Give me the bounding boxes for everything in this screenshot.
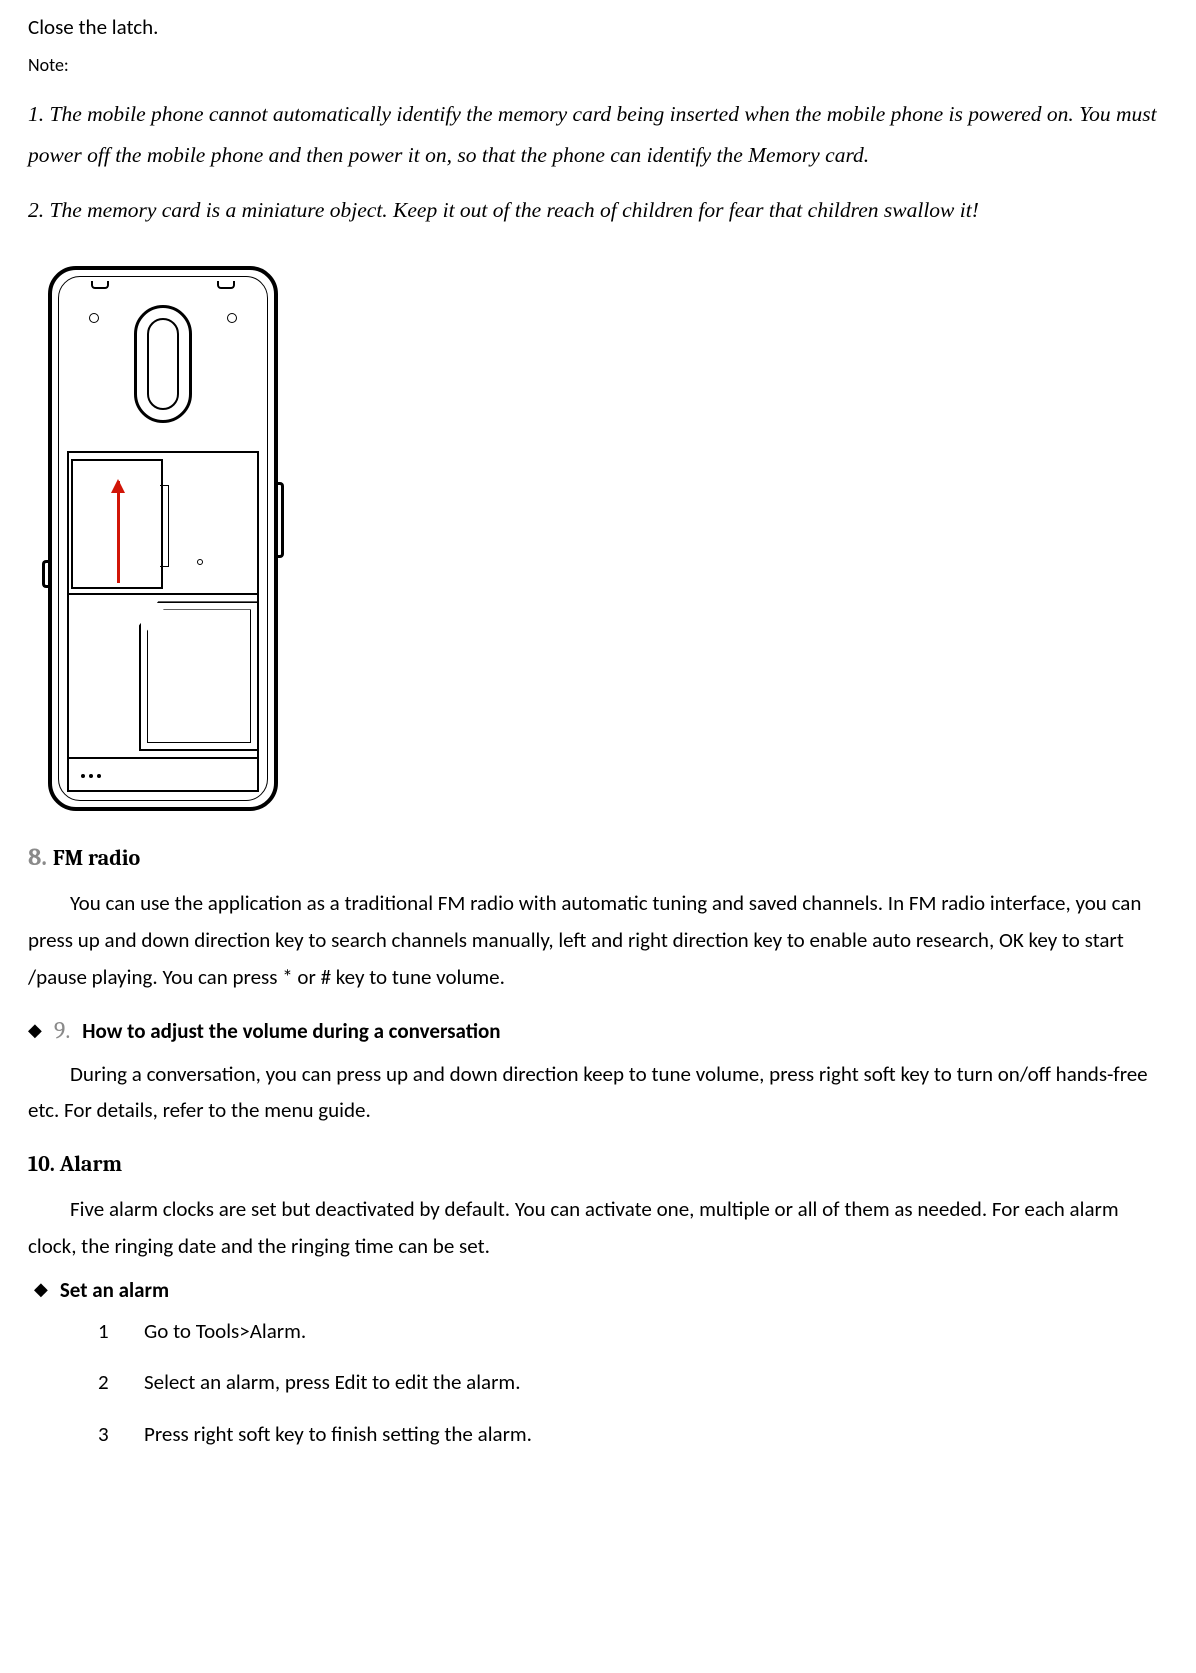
set-alarm-title: Set an alarm (60, 1277, 169, 1303)
note-2: 2. The memory card is a miniature object… (28, 190, 1168, 231)
screw-hole-left (89, 313, 99, 323)
alarm-body: Five alarm clocks are set but deactivate… (28, 1191, 1168, 1265)
note-label: Note: (28, 54, 1168, 76)
diamond-icon: ◆ (28, 1019, 42, 1041)
diamond-icon: ◆ (34, 1278, 48, 1300)
side-notch-right (278, 482, 284, 558)
volume-body: During a conversation, you can press up … (28, 1056, 1168, 1130)
volume-heading: ◆ 9. How to adjust the volume during a c… (28, 1016, 1168, 1044)
divider-2 (67, 757, 259, 759)
list-item: 2 Select an alarm, press Edit to edit th… (98, 1366, 1168, 1400)
step-text: Go to Tools>Alarm. (144, 1315, 306, 1349)
fm-body: You can use the application as a traditi… (28, 885, 1168, 995)
alarm-heading: 10. Alarm (28, 1151, 1168, 1177)
set-alarm-steps: 1 Go to Tools>Alarm. 2 Select an alarm, … (98, 1315, 1168, 1452)
screw-hole-right (227, 313, 237, 323)
insert-arrow-icon (117, 481, 120, 583)
sim-slot (139, 601, 259, 751)
volume-section-number: 9. (54, 1016, 70, 1044)
contact-dots (81, 774, 101, 778)
side-notch-left (42, 560, 48, 588)
phone-diagram (48, 266, 1168, 811)
step-text: Select an alarm, press Edit to edit the … (144, 1366, 521, 1400)
step-number: 2 (98, 1366, 114, 1400)
phone-top-area (61, 279, 265, 449)
note-1: 1. The mobile phone cannot automatically… (28, 94, 1168, 176)
fm-section-number: 8. (28, 843, 47, 871)
speaker-grille (134, 305, 192, 423)
memory-card-slot (71, 459, 163, 589)
list-item: 3 Press right soft key to finish setting… (98, 1418, 1168, 1452)
fm-radio-heading: 8. FM radio (28, 843, 1168, 871)
phone-lower-body (67, 451, 259, 792)
step-number: 3 (98, 1418, 114, 1452)
step-text: Press right soft key to finish setting t… (144, 1418, 532, 1452)
phone-outline (48, 266, 278, 811)
set-alarm-heading: ◆ Set an alarm (34, 1277, 1168, 1303)
phone-inner (61, 279, 265, 798)
fm-section-title: FM radio (53, 845, 140, 871)
list-item: 1 Go to Tools>Alarm. (98, 1315, 1168, 1349)
volume-section-title: How to adjust the volume during a conver… (82, 1018, 500, 1044)
divider-1 (67, 593, 259, 595)
close-latch-text: Close the latch. (28, 8, 1168, 48)
step-number: 1 (98, 1315, 114, 1349)
